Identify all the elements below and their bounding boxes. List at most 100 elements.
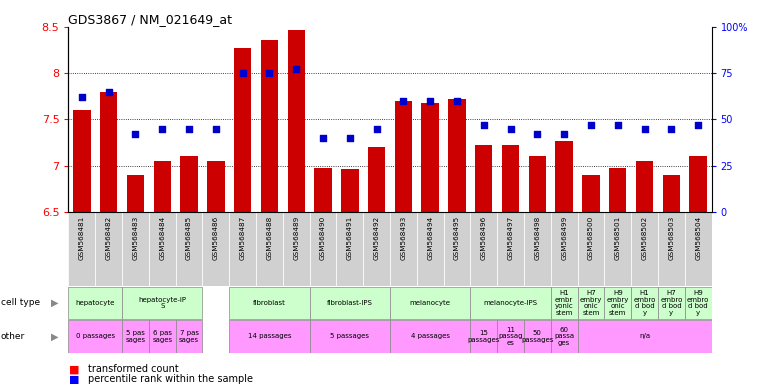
Text: GSM568496: GSM568496	[481, 216, 487, 260]
Bar	[551, 212, 578, 286]
Point	[558, 131, 570, 137]
Point	[103, 89, 115, 95]
Text: H9
embry
onic
stem: H9 embry onic stem	[607, 290, 629, 316]
Bar	[582, 175, 600, 212]
Text: 6 pas
sages: 6 pas sages	[152, 330, 172, 343]
Bar	[395, 101, 412, 212]
Text: GSM568495: GSM568495	[454, 216, 460, 260]
Bar	[501, 145, 519, 212]
Bar	[180, 156, 198, 212]
Bar	[234, 48, 251, 212]
Point	[478, 122, 490, 128]
Bar	[154, 161, 171, 212]
Bar	[68, 212, 95, 286]
Bar	[470, 320, 497, 353]
Bar	[422, 103, 439, 212]
Bar	[578, 320, 712, 353]
Bar	[390, 320, 470, 353]
Bar	[288, 30, 305, 212]
Bar	[417, 212, 444, 286]
Text: GSM568501: GSM568501	[615, 216, 621, 260]
Text: 50
passages: 50 passages	[521, 330, 553, 343]
Bar	[470, 286, 551, 319]
Point	[612, 122, 624, 128]
Text: GSM568492: GSM568492	[374, 216, 380, 260]
Text: GSM568499: GSM568499	[561, 216, 567, 260]
Text: 11
passag
es: 11 passag es	[498, 327, 523, 346]
Text: GSM568503: GSM568503	[668, 216, 674, 260]
Bar	[685, 212, 712, 286]
Text: percentile rank within the sample: percentile rank within the sample	[88, 374, 253, 384]
Point	[424, 98, 436, 104]
Text: GSM568487: GSM568487	[240, 216, 246, 260]
Text: GSM568502: GSM568502	[642, 216, 648, 260]
Text: GSM568485: GSM568485	[186, 216, 192, 260]
Bar	[363, 212, 390, 286]
Text: GSM568504: GSM568504	[695, 216, 701, 260]
Bar	[229, 212, 256, 286]
Text: cell type: cell type	[1, 298, 40, 307]
Bar	[475, 145, 492, 212]
Bar	[207, 161, 224, 212]
Bar	[609, 169, 626, 212]
Point	[451, 98, 463, 104]
Bar	[658, 212, 685, 286]
Text: n/a: n/a	[639, 333, 650, 339]
Text: H1
embro
d bod
y: H1 embro d bod y	[633, 290, 656, 316]
Bar	[310, 286, 390, 319]
Bar	[689, 156, 707, 212]
Bar	[663, 175, 680, 212]
Bar	[149, 212, 176, 286]
Text: 0 passages: 0 passages	[76, 333, 115, 339]
Text: 14 passages: 14 passages	[247, 333, 291, 339]
Text: GSM568482: GSM568482	[106, 216, 112, 260]
Bar	[95, 212, 122, 286]
Text: GSM568484: GSM568484	[159, 216, 165, 260]
Bar	[202, 212, 229, 286]
Bar	[631, 212, 658, 286]
Bar	[497, 212, 524, 286]
Text: GSM568497: GSM568497	[508, 216, 514, 260]
Bar	[578, 212, 604, 286]
Text: hepatocyte: hepatocyte	[75, 300, 115, 306]
Text: GSM568486: GSM568486	[213, 216, 219, 260]
Text: transformed count: transformed count	[88, 364, 178, 374]
Bar	[551, 286, 578, 319]
Bar	[314, 169, 332, 212]
Point	[317, 135, 329, 141]
Bar	[176, 320, 202, 353]
Text: melanocyte-IPS: melanocyte-IPS	[483, 300, 537, 306]
Bar	[604, 212, 631, 286]
Text: fibroblast-IPS: fibroblast-IPS	[327, 300, 373, 306]
Text: 5 passages: 5 passages	[330, 333, 369, 339]
Point	[156, 126, 168, 132]
Text: 5 pas
sages: 5 pas sages	[126, 330, 145, 343]
Bar	[631, 286, 658, 319]
Bar	[551, 320, 578, 353]
Bar	[127, 175, 144, 212]
Bar	[336, 212, 363, 286]
Text: H7
embry
onic
stem: H7 embry onic stem	[580, 290, 602, 316]
Text: GSM568488: GSM568488	[266, 216, 272, 260]
Text: 7 pas
sages: 7 pas sages	[179, 330, 199, 343]
Bar	[256, 212, 283, 286]
Bar	[604, 286, 631, 319]
Text: hepatocyte-iP
S: hepatocyte-iP S	[139, 296, 186, 309]
Bar	[229, 320, 310, 353]
Bar	[73, 110, 91, 212]
Bar	[390, 212, 417, 286]
Bar	[68, 320, 122, 353]
Bar	[122, 286, 202, 319]
Text: GSM568491: GSM568491	[347, 216, 353, 260]
Text: GDS3867 / NM_021649_at: GDS3867 / NM_021649_at	[68, 13, 233, 26]
Point	[371, 126, 383, 132]
Point	[397, 98, 409, 104]
Point	[344, 135, 356, 141]
Bar	[556, 141, 573, 212]
Point	[129, 131, 142, 137]
Bar	[470, 212, 497, 286]
Bar	[261, 40, 279, 212]
Point	[692, 122, 704, 128]
Bar	[578, 286, 604, 319]
Bar	[636, 161, 653, 212]
